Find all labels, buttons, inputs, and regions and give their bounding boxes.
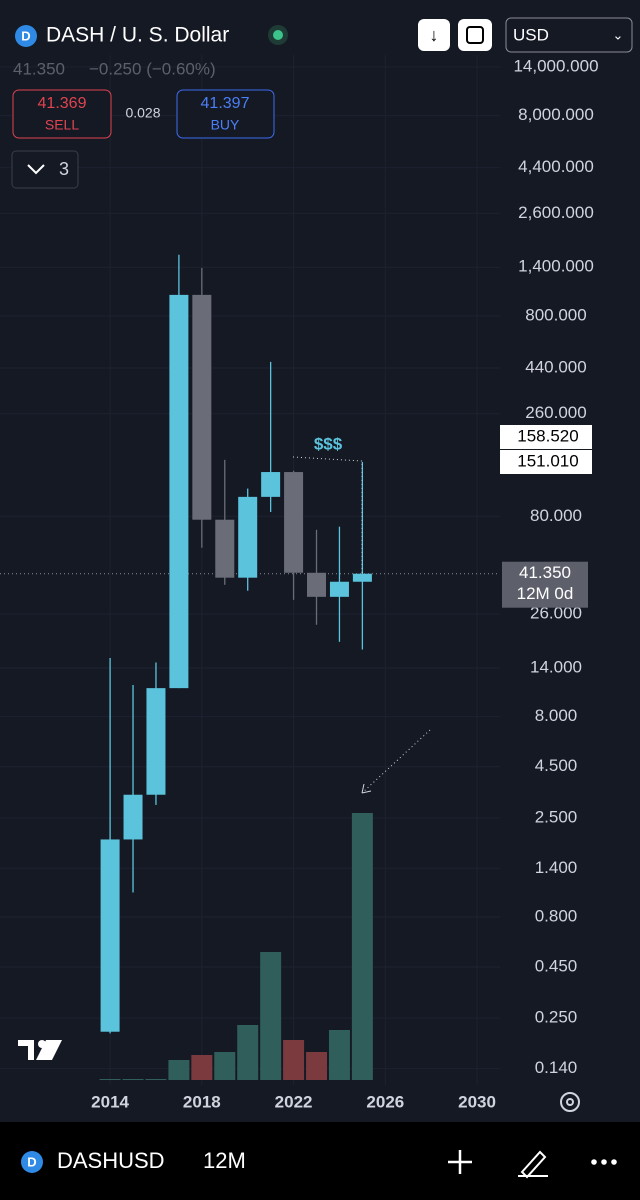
price-label-box	[500, 425, 592, 449]
currency-label: USD	[513, 25, 549, 44]
y-tick-label: 0.800	[535, 906, 578, 925]
logo-dot	[38, 1040, 46, 1048]
candle-body	[100, 839, 120, 1032]
candle-body	[192, 294, 212, 520]
fullscreen-button[interactable]	[458, 19, 492, 51]
y-tick-label: 14,000.000	[513, 56, 598, 75]
sell-button[interactable]	[12, 89, 112, 139]
candle-body	[261, 472, 281, 497]
buy-price: 41.397	[201, 95, 250, 112]
last-price: 41.350	[13, 59, 65, 78]
x-tick-label: 2030	[458, 1092, 496, 1111]
y-tick-label: 4.500	[535, 756, 578, 775]
last-price-label: 41.350	[519, 563, 571, 582]
footer-coin-icon	[21, 1151, 43, 1173]
price-label: 151.010	[517, 451, 578, 470]
y-tick-label: 0.140	[535, 1058, 578, 1077]
buy-label: BUY	[211, 117, 240, 133]
draw-button[interactable]	[518, 1150, 548, 1179]
more-button[interactable]	[591, 1159, 617, 1165]
candle-body	[307, 572, 327, 597]
buy-button[interactable]	[176, 89, 275, 139]
footer-bar	[0, 1122, 640, 1200]
footer-coin-glyph: D	[27, 1154, 36, 1169]
sell-label: SELL	[45, 117, 79, 133]
footer-symbol[interactable]: DASHUSD	[57, 1148, 165, 1173]
y-tick-label: 1,400.000	[518, 257, 594, 276]
volume-bar	[99, 1079, 121, 1080]
y-tick-label: 800.000	[525, 305, 586, 324]
y-tick-label: 260.000	[525, 403, 586, 422]
y-tick-label: 0.450	[535, 957, 578, 976]
y-tick-label: 14.000	[530, 657, 582, 676]
x-tick-label: 2018	[183, 1092, 221, 1111]
volume-bar	[328, 1030, 350, 1080]
coin-icon	[15, 25, 37, 47]
logo	[18, 1040, 62, 1060]
annotation-text: $$$	[314, 434, 343, 453]
volume-bar	[260, 952, 282, 1080]
y-tick-label: 80.000	[530, 506, 582, 525]
y-tick-label: 2,600.000	[518, 203, 594, 222]
y-tick-label: 4,400.000	[518, 157, 594, 176]
y-tick-label: 26.000	[530, 604, 582, 623]
price-label: 158.520	[517, 426, 578, 445]
y-tick-label: 2.500	[535, 807, 578, 826]
sell-price: 41.369	[38, 95, 87, 112]
chevron	[27, 164, 45, 175]
indicators-toggle[interactable]	[11, 150, 79, 189]
volume-bar	[306, 1052, 328, 1080]
status-dot	[273, 30, 283, 40]
indicators-count: 3	[59, 159, 69, 179]
volume-bar	[191, 1055, 213, 1080]
candle-body	[284, 472, 304, 573]
dropdown-chevron: ⌄	[613, 27, 624, 42]
coin-icon-glyph: D	[21, 28, 30, 43]
download-icon: ↓	[430, 25, 439, 45]
last-price-box	[502, 561, 588, 608]
candle-body	[169, 294, 189, 689]
candle-body	[352, 573, 372, 582]
price-label-box	[500, 450, 592, 474]
countdown: 12M 0d	[517, 584, 574, 603]
footer-interval[interactable]: 12M	[203, 1148, 246, 1173]
currency-select[interactable]	[505, 17, 633, 53]
annotation-arrowhead	[361, 783, 372, 794]
settings-icon	[566, 1098, 574, 1106]
fullscreen-icon	[466, 26, 484, 44]
candle-body	[146, 688, 166, 795]
price-change: −0.250 (−0.60%)	[89, 59, 216, 78]
settings-button[interactable]	[560, 1092, 580, 1112]
download-button[interactable]	[418, 19, 450, 51]
volume-bar	[145, 1079, 167, 1080]
y-tick-label: 8.000	[535, 706, 578, 725]
volume-bar	[351, 813, 373, 1080]
candle-body	[238, 496, 258, 578]
y-tick-label: 1.400	[535, 858, 578, 877]
volume-bar	[237, 1025, 259, 1080]
y-tick-label: 0.250	[535, 1008, 578, 1027]
x-tick-label: 2014	[91, 1092, 129, 1111]
y-tick-label: 8,000.000	[518, 105, 594, 124]
y-tick-label: 440.000	[525, 357, 586, 376]
volume-bar	[283, 1040, 305, 1080]
candle-body	[123, 794, 143, 840]
x-tick-label: 2026	[366, 1092, 404, 1111]
x-tick-label: 2022	[275, 1092, 313, 1111]
spread: 0.028	[125, 105, 160, 121]
volume-bar	[122, 1079, 144, 1080]
volume-bar	[214, 1052, 236, 1080]
candle-body	[329, 581, 349, 597]
candle-body	[215, 519, 235, 578]
add-button[interactable]	[448, 1150, 472, 1174]
volume-bar	[168, 1060, 190, 1080]
symbol-title[interactable]: DASH / U. S. Dollar	[46, 24, 229, 47]
